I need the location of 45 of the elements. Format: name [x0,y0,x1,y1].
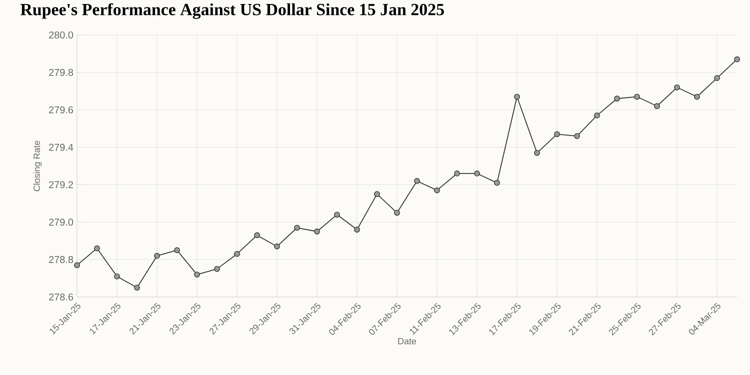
point [334,212,340,218]
point [514,94,520,100]
x-axis-title: Date [398,338,416,344]
y-tick-label: 279.8 [49,68,74,76]
point [454,170,460,176]
point [534,150,540,156]
point [654,103,660,110]
y-tick-label: 279.2 [49,181,73,188]
point [674,84,680,90]
y-tick-label: 279.4 [49,144,74,151]
point [274,244,280,250]
point [314,228,320,234]
y-tick-label: 278.8 [49,256,74,264]
y-tick-label: 278.6 [49,293,74,301]
point [134,284,140,291]
point [494,180,500,186]
point [234,251,240,257]
point [374,191,380,198]
point [414,178,420,184]
y-tick-label: 279.0 [49,218,74,226]
point [554,131,560,138]
point [154,252,160,259]
point [254,232,260,238]
point [214,266,220,272]
point [614,96,620,102]
point [734,56,740,62]
chart-title: Rupee's Performance Against US Dollar Since 15 Jan 2025 [20,3,444,19]
point [714,75,720,81]
point [634,94,640,100]
point [694,94,700,100]
point [574,133,580,139]
point [294,224,300,231]
point [174,247,180,254]
point [354,226,360,233]
y-tick-label: 279.6 [49,106,74,114]
y-axis-title: Closing Rate [33,140,42,192]
point [94,245,100,252]
point [594,112,600,118]
point [434,187,440,194]
point [114,273,120,280]
point [474,170,480,176]
point [194,272,200,278]
y-tick-label: 280.0 [49,31,74,39]
point [394,210,400,216]
point [74,262,80,268]
